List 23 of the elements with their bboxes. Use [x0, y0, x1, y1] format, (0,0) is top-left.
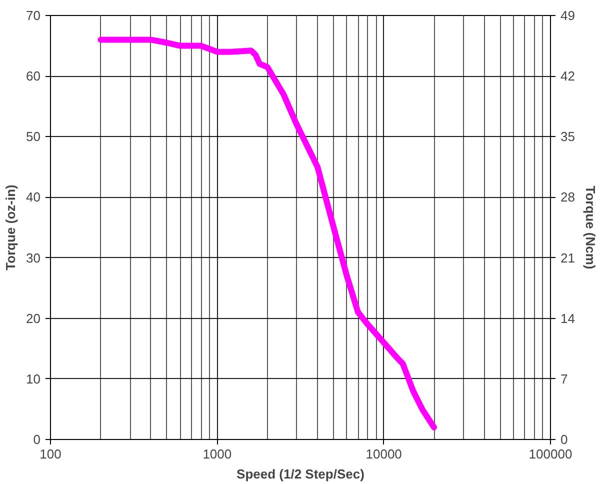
y2-axis-title: Torque (Ncm) [582, 186, 598, 270]
y-tick-label: 30 [26, 250, 41, 266]
y-tick-label: 10 [26, 371, 41, 386]
y-tick-label: 20 [26, 310, 41, 326]
x-tick-label: 10000 [366, 446, 402, 462]
y-tick-label: 60 [26, 68, 41, 84]
y2-tick-label: 0 [560, 432, 568, 447]
y2-tick-label: 28 [560, 190, 575, 205]
y2-tick-label: 42 [560, 68, 575, 84]
x-tick-label: 1000 [202, 446, 232, 462]
y2-tick-label: 14 [560, 310, 575, 326]
y-axis-title: Torque (oz-in) [3, 184, 18, 270]
y2-tick-label: 35 [560, 129, 575, 144]
y2-tick-label: 7 [560, 371, 568, 386]
y2-tick-label: 49 [560, 8, 575, 23]
x-tick-label: 100000 [528, 446, 572, 462]
x-tick-label: 100 [40, 446, 62, 462]
y-tick-label: 50 [26, 129, 41, 144]
y-tick-label: 0 [33, 432, 41, 447]
y-tick-label: 70 [26, 8, 41, 23]
x-axis-title: Speed (1/2 Step/Sec) [236, 466, 364, 482]
y-tick-label: 40 [26, 190, 41, 205]
y2-tick-label: 21 [560, 250, 575, 266]
